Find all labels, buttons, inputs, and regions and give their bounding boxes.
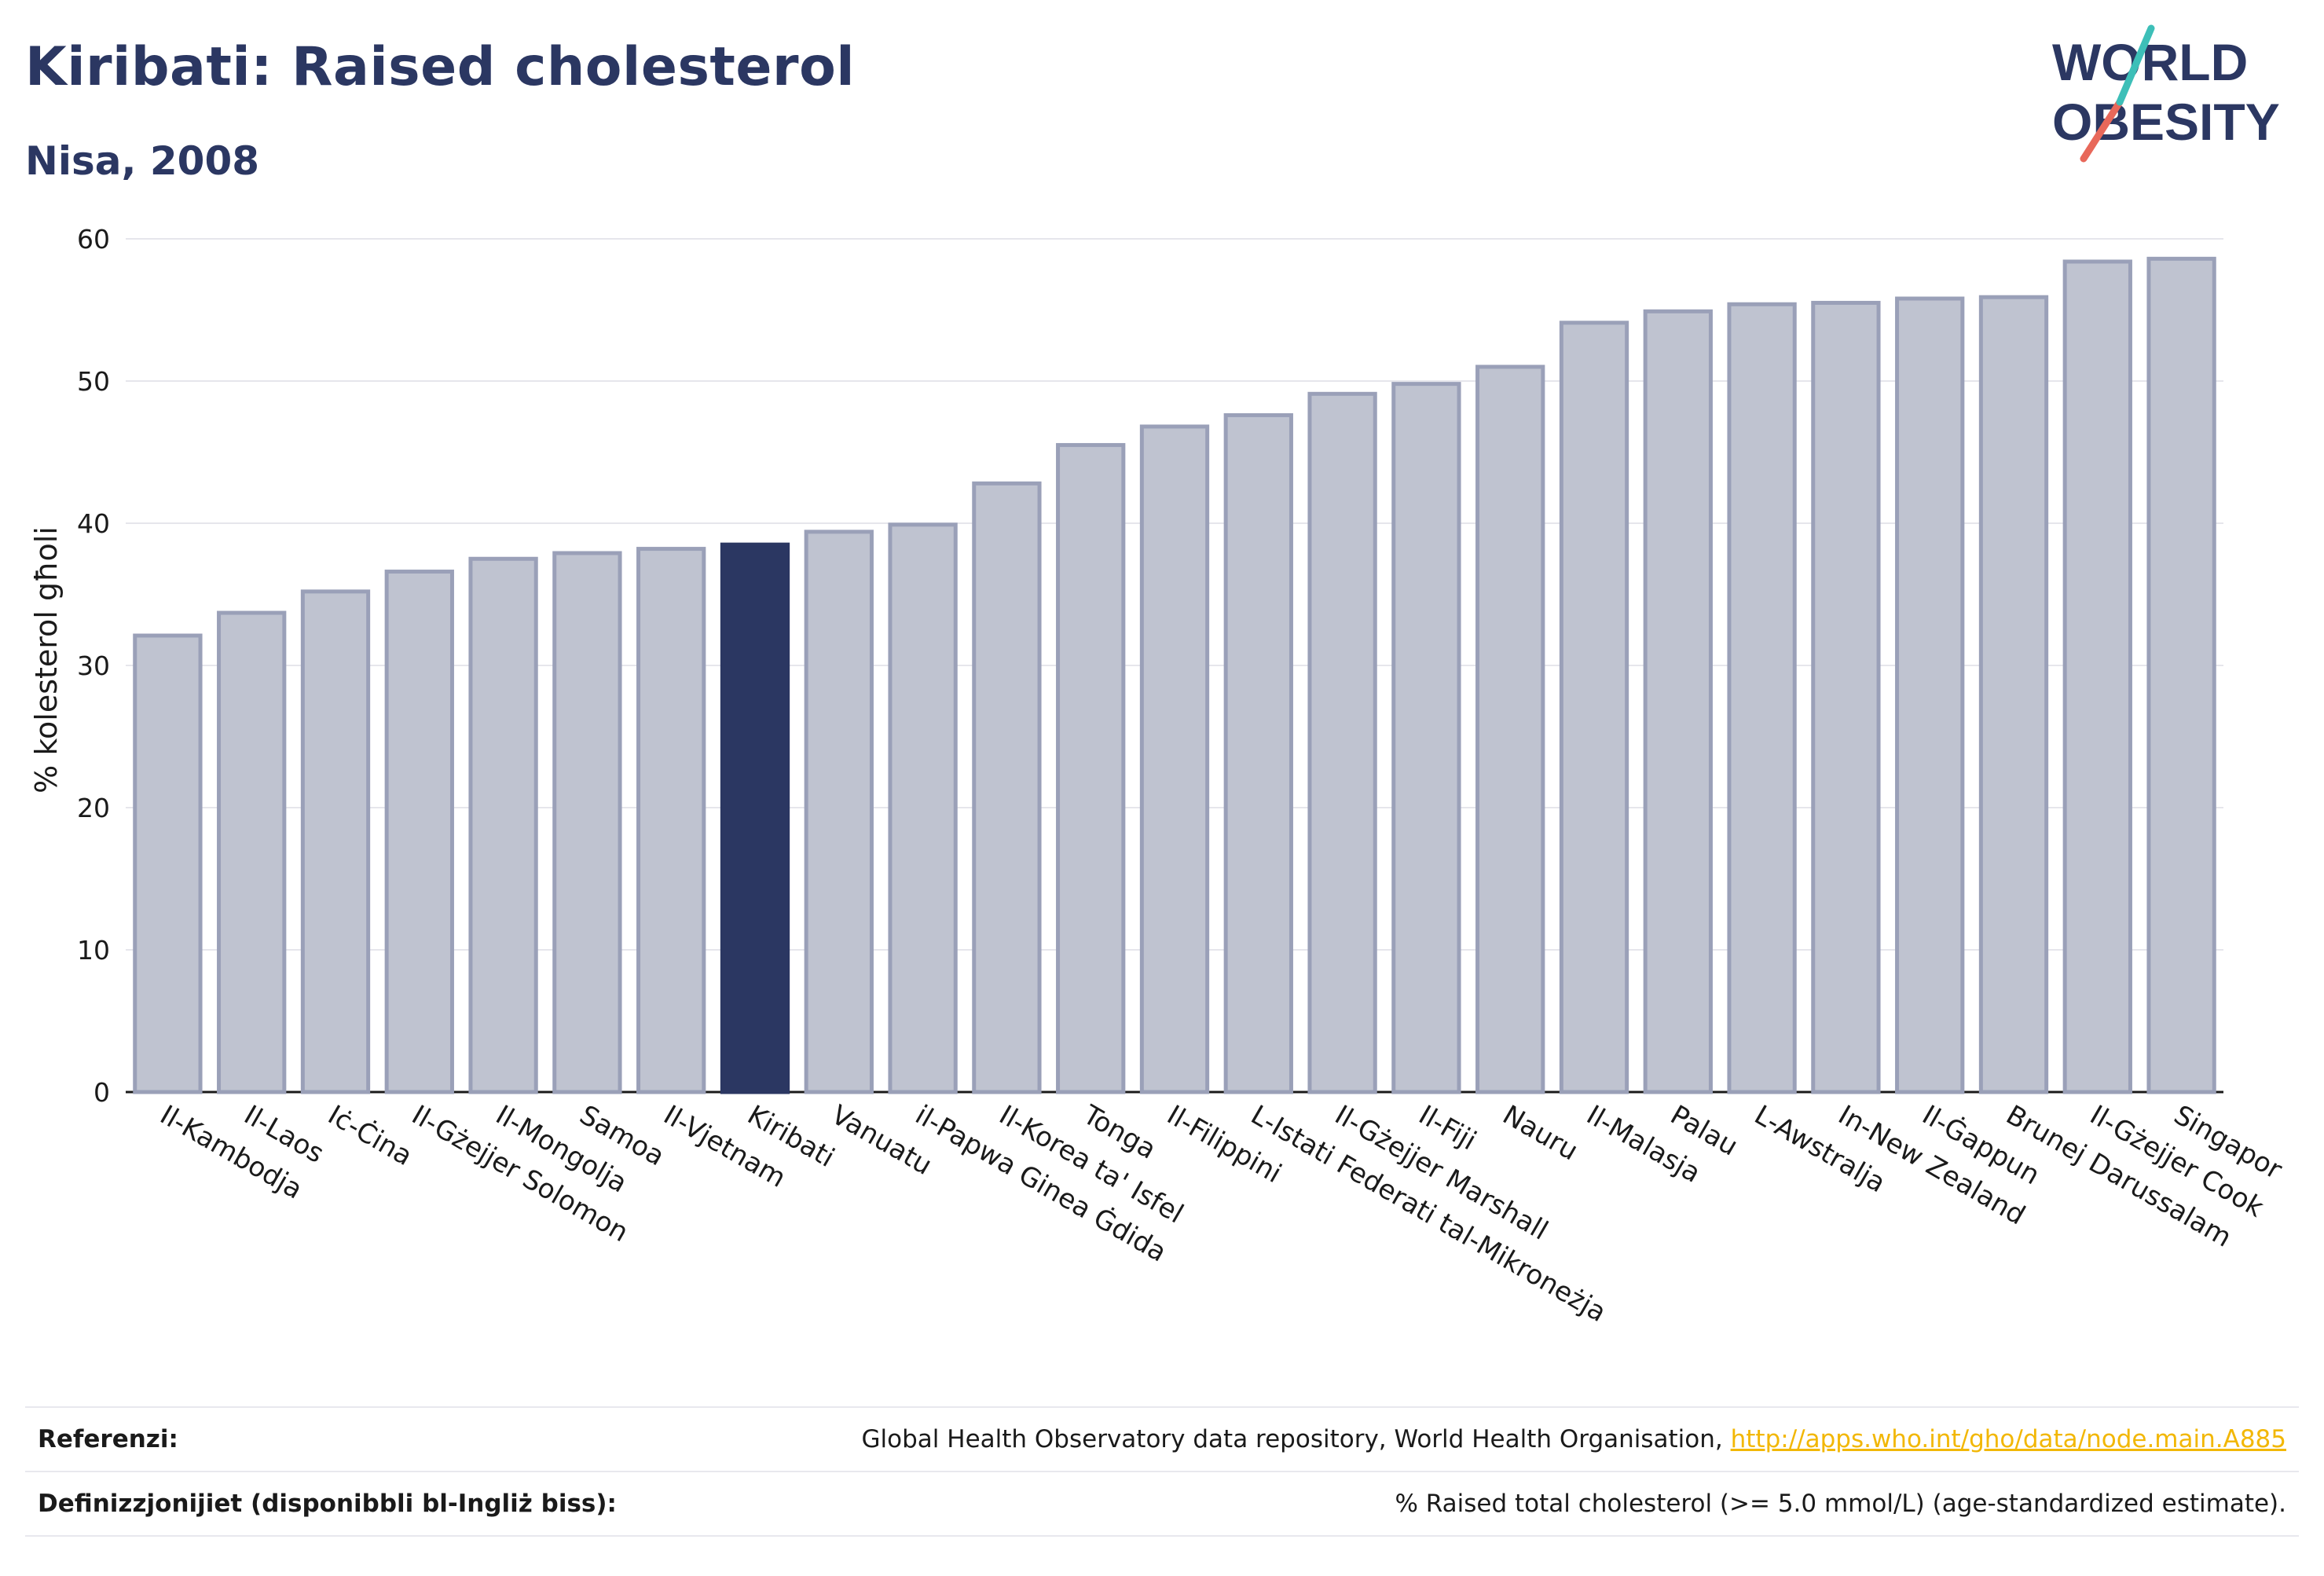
bar [2062, 259, 2132, 1094]
bar [1475, 365, 1545, 1094]
bar [133, 633, 203, 1094]
chart-subtitle: Nisa, 2008 [25, 138, 260, 184]
bar [2146, 256, 2216, 1094]
bar [1895, 296, 1965, 1094]
bar [1391, 382, 1461, 1094]
y-tick-label: 0 [93, 1077, 110, 1108]
logo-line2: OBESITY [2052, 93, 2280, 151]
bar [1643, 309, 1713, 1094]
bar [300, 589, 371, 1094]
y-tick-label: 10 [77, 935, 110, 966]
bar [972, 481, 1042, 1094]
bar [384, 570, 454, 1094]
logo-line1: WORLD [2052, 33, 2248, 91]
y-tick-label: 20 [77, 793, 110, 823]
bar [1727, 302, 1797, 1094]
bar [1978, 295, 2049, 1094]
world-obesity-logo: WORLD OBESITY [2052, 24, 2280, 163]
y-tick-labels: 0 10 20 30 40 50 60 [77, 224, 110, 1108]
references-value: Global Health Observatory data repositor… [862, 1425, 2286, 1453]
bar [1811, 300, 1881, 1094]
bar-highlighted [720, 542, 790, 1094]
bar [888, 522, 958, 1094]
bar [1559, 321, 1629, 1094]
y-axis-label: % kolesterol għoli [29, 526, 64, 793]
logo-slash-teal [2116, 24, 2155, 106]
definitions-label: Definizzjonijiet (disponibbli bl-Ingliż … [38, 1490, 617, 1518]
bar [552, 551, 622, 1094]
bar [1223, 412, 1293, 1094]
bar [1307, 391, 1377, 1094]
footer-references-row: Referenzi: Global Health Observatory dat… [25, 1406, 2299, 1471]
bar-chart: 0 10 20 30 40 50 60 Il-KambodjaIl-LaosIċ-ĊinaI… [29, 224, 2287, 1329]
y-tick-label: 60 [77, 224, 110, 255]
x-tick-label: Iċ-Ċina [323, 1098, 418, 1172]
logo-slash-coral [2080, 98, 2124, 163]
references-link[interactable]: http://apps.who.int/gho/data/node.main.A… [1730, 1425, 2286, 1453]
bar [804, 530, 874, 1094]
bar [217, 610, 287, 1094]
bar [636, 547, 706, 1094]
chart-title: Kiribati: Raised cholesterol [25, 36, 856, 98]
references-text: Global Health Observatory data repositor… [861, 1425, 1731, 1453]
x-tick-label: Nauru [1497, 1099, 1584, 1167]
references-label: Referenzi: [38, 1425, 178, 1453]
definitions-text: % Raised total cholesterol (>= 5.0 mmol/… [1395, 1490, 2286, 1518]
bar [1056, 442, 1126, 1094]
y-tick-label: 30 [77, 651, 110, 681]
bar [1139, 424, 1210, 1094]
footer-definitions-row: Definizzjonijiet (disponibbli bl-Ingliż … [25, 1471, 2299, 1537]
y-tick-label: 50 [77, 366, 110, 397]
bars [133, 256, 2216, 1094]
y-tick-label: 40 [77, 508, 110, 539]
bar [468, 556, 538, 1094]
